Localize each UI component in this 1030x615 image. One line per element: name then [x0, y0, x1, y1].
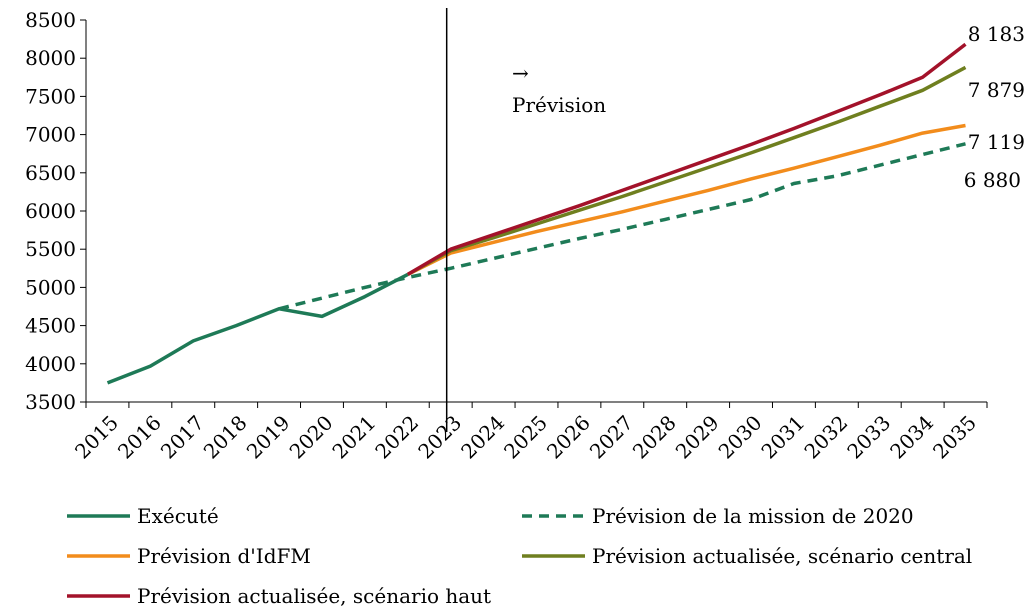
x-tick-label: 2029	[671, 411, 724, 464]
x-tick-label: 2030	[714, 411, 767, 464]
legend-label: Exécuté	[137, 504, 219, 528]
x-tick-label: 2031	[756, 411, 809, 464]
forecast-label: Prévision	[512, 93, 606, 117]
y-tick-label: 5000	[25, 275, 76, 299]
legend-label: Prévision actualisée, scénario central	[592, 544, 972, 568]
x-tick-label: 2016	[113, 411, 166, 464]
legend-item-2: Prévision d'IdFM	[67, 544, 311, 568]
y-tick-label: 7000	[25, 123, 76, 147]
legend-label: Prévision de la mission de 2020	[592, 504, 914, 528]
x-tick-label: 2019	[242, 411, 295, 464]
legend-label: Prévision d'IdFM	[137, 544, 311, 568]
x-tick-label: 2033	[842, 411, 895, 464]
x-tick-label: 2018	[199, 411, 252, 464]
series-layer	[106, 42, 967, 385]
x-tick-label: 2027	[585, 411, 638, 464]
y-tick-label: 6500	[25, 161, 76, 185]
x-tick-label: 2028	[628, 411, 681, 464]
x-tick-label: 2026	[542, 411, 595, 464]
legend-item-3: Prévision actualisée, scénario central	[522, 544, 972, 568]
x-tick-label: 2023	[413, 411, 466, 464]
end-label-mission-2020: 6 880	[964, 168, 1021, 192]
x-tick-label: 2017	[156, 411, 209, 464]
y-tick-label: 5500	[25, 237, 76, 261]
legend: Exécuté Prévision de la mission de 2020 Pr…	[67, 504, 972, 608]
series-line-0	[106, 272, 409, 385]
end-label-scenario-haut: 8 183	[968, 22, 1025, 46]
end-label-scenario-central: 7 879	[968, 78, 1025, 102]
end-labels: 8 183 7 879 7 119 6 880	[964, 22, 1025, 192]
x-tick-label: 2015	[70, 411, 123, 464]
forecast-arrow: →	[512, 61, 529, 85]
legend-item-1: Prévision de la mission de 2020	[522, 504, 914, 528]
x-tick-label: 2025	[499, 411, 552, 464]
x-tick-label: 2020	[285, 411, 338, 464]
end-label-idfm: 7 119	[968, 130, 1025, 154]
series-line-3	[406, 65, 967, 276]
y-tick-label: 6000	[25, 199, 76, 223]
y-tick-label: 8000	[25, 46, 76, 70]
x-tick-label: 2034	[885, 411, 938, 464]
x-axis: 2015201620172018201920202021202220232024…	[70, 401, 988, 464]
x-tick-label: 2024	[456, 411, 509, 464]
legend-label: Prévision actualisée, scénario haut	[137, 584, 491, 608]
legend-item-4: Prévision actualisée, scénario haut	[67, 584, 491, 608]
series-line-2	[407, 123, 966, 276]
y-tick-label: 4000	[25, 352, 76, 376]
y-tick-label: 7500	[25, 84, 76, 108]
x-tick-label: 2021	[327, 411, 380, 464]
y-tick-label: 3500	[25, 390, 76, 414]
legend-item-0: Exécuté	[67, 504, 219, 528]
series-line-1	[278, 142, 966, 311]
y-tick-label: 4500	[25, 314, 76, 338]
series-line-4	[406, 42, 967, 276]
x-tick-label: 2032	[799, 411, 852, 464]
y-axis: 3500 4000 4500 5000 5500 6000 6500 7000 7500 8000…	[25, 8, 87, 414]
x-tick-label: 2035	[928, 411, 981, 464]
x-tick-label: 2022	[370, 411, 423, 464]
y-tick-label: 8500	[25, 8, 76, 32]
